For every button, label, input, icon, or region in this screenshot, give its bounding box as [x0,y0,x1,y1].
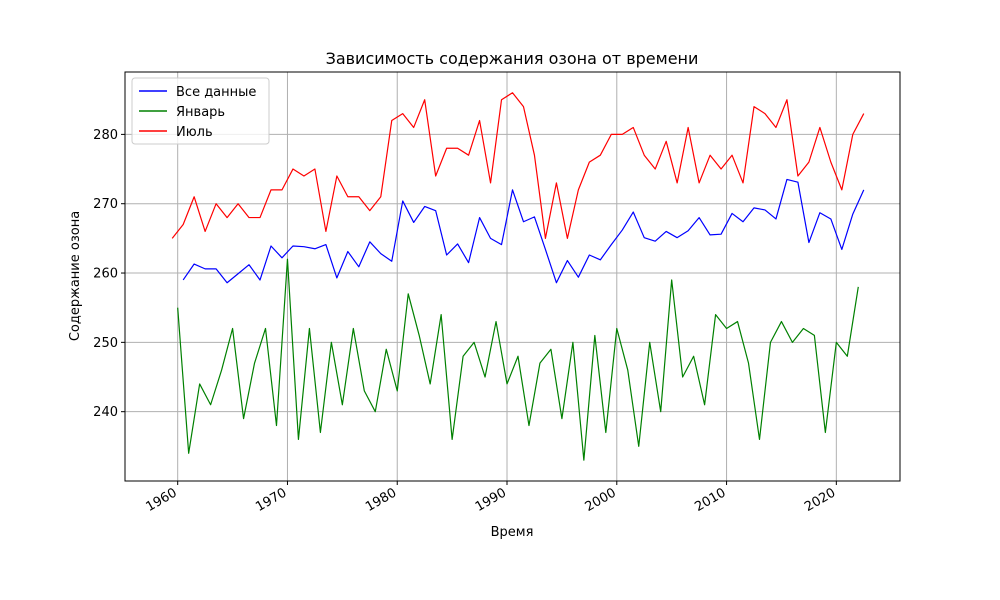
legend-label-january: Январь [176,105,225,120]
y-tick-label: 240 [93,405,118,420]
y-tick-label: 270 [93,197,118,212]
y-axis-ticks: 240 250 260 270 280 [93,128,125,420]
grid-lines [125,72,900,481]
legend-label-all-data: Все данные [176,85,256,100]
chart-title: Зависимость содержания озона от времени [326,49,699,68]
series-layer [171,92,865,461]
y-tick-label: 280 [93,128,118,143]
y-tick-label: 260 [93,267,118,282]
series-line-january [177,258,859,461]
plot-frame [124,71,901,482]
legend: Все данные Январь Июль [131,77,270,145]
series-line-all-data [182,178,865,284]
legend-label-july: Июль [176,125,213,140]
series-line-july [171,92,865,239]
x-axis-label: Время [491,525,534,540]
y-axis-label: Содержание озона [68,211,83,341]
y-tick-label: 250 [93,336,118,351]
legend-box [131,77,270,145]
